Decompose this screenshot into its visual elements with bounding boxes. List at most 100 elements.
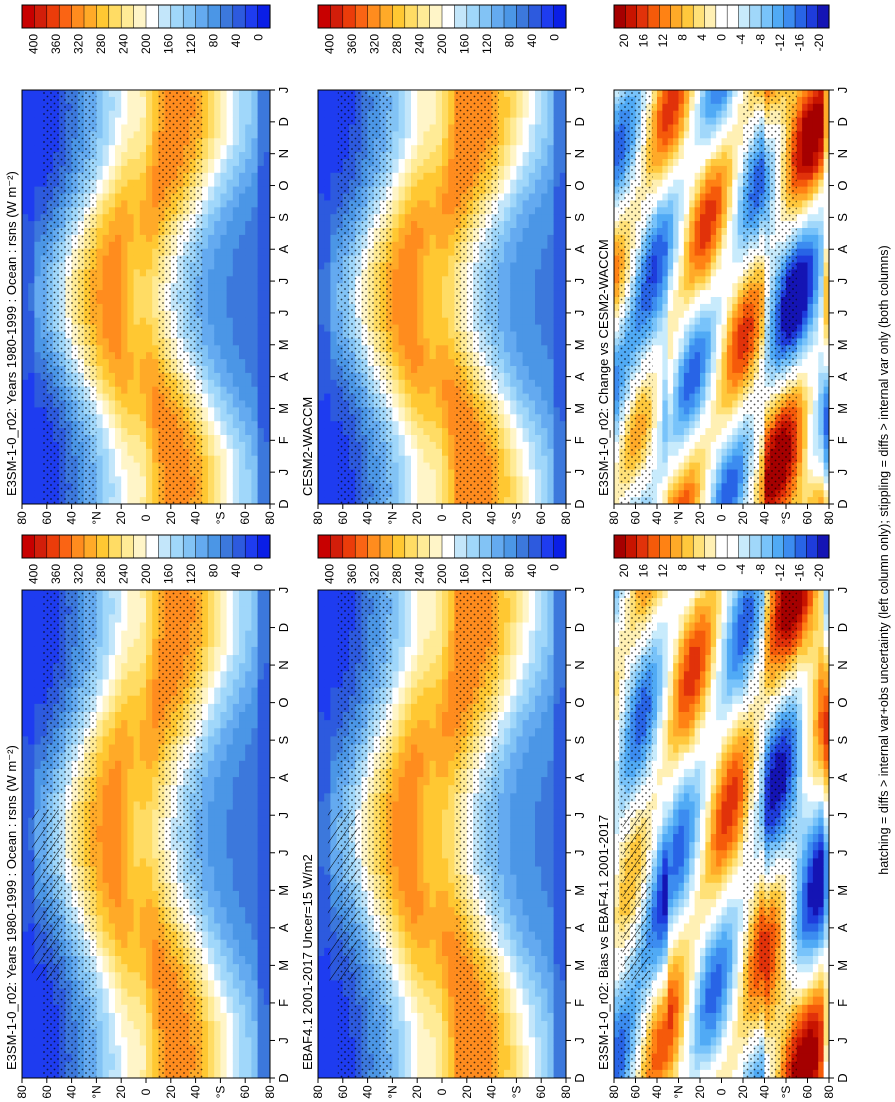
heatmap-cell [497,720,505,729]
heatmap-cell [257,890,265,900]
heatmap-cell [257,988,265,998]
heatmap-cell [245,972,252,981]
heatmap-cell [522,980,530,989]
colorbar-label: 320 [367,564,381,584]
heatmap-cell [442,622,449,632]
heatmap-cell [516,768,523,778]
heatmap-cell [398,1069,406,1079]
heatmap-cell [435,793,443,802]
heatmap-cell [146,923,153,932]
heatmap-cell [263,1061,271,1071]
heatmap-cell [411,598,418,607]
heatmap-cell [318,598,325,607]
heatmap-cell [324,614,331,623]
heatmap-cell [535,703,542,713]
heatmap-cell [411,842,418,851]
heatmap-cell [96,1045,103,1054]
heatmap-cell [139,923,147,932]
heatmap-cell [448,947,455,957]
heatmap-cell [220,785,227,794]
heatmap-cell [96,988,103,998]
heatmap-cell [318,736,325,745]
heatmap-cell [108,768,116,778]
heatmap-cell [22,988,29,998]
heatmap-cell [245,882,252,892]
month-label: J [572,850,587,857]
heatmap-cell [318,720,325,729]
heatmap-cell [226,752,234,762]
heatmap-cell [392,1012,399,1022]
heatmap-cell [28,1037,35,1046]
heatmap-cell [28,923,35,932]
heatmap-cell [398,964,406,973]
heatmap-cell [146,972,153,981]
heatmap-cell [96,972,103,981]
heatmap-cell [559,752,567,762]
heatmap-cell [220,695,227,705]
heatmap-cell [152,1021,159,1030]
heatmap-cell [448,988,455,998]
heatmap-cell [220,882,227,892]
heatmap-cell [133,947,141,957]
heatmap-cell [263,817,271,827]
heatmap-cell [497,630,505,640]
heatmap-cell [121,923,128,932]
heatmap-cell [220,817,227,827]
heatmap-cell [96,931,103,941]
heatmap-cell [522,785,530,794]
heatmap-cell [497,809,505,819]
heatmap-cell [201,663,209,672]
heatmap-cell [152,874,159,884]
heatmap-cell [146,1021,153,1030]
heatmap-cell [239,687,246,697]
heatmap-cell [263,752,271,762]
heatmap-cell [133,1045,141,1054]
heatmap-cell [208,793,215,802]
heatmap-cell [96,890,103,900]
heatmap-cell [133,972,141,981]
heatmap-cell [324,850,331,859]
heatmap-cell [201,695,209,705]
heatmap-cell [404,947,412,957]
colorbar-swatch [354,534,369,559]
heatmap-cell [208,646,215,656]
heatmap-cell [528,850,536,859]
heatmap-cell [324,630,331,640]
heatmap-cell [541,1053,548,1063]
heatmap-cell [96,1061,103,1071]
heatmap-cell [528,614,536,623]
heatmap-cell [553,606,561,615]
heatmap-cell [22,980,29,989]
heatmap-cell [510,768,517,778]
heatmap-cell [522,842,530,851]
heatmap-cell [22,947,29,957]
heatmap-cell [28,630,35,640]
heatmap-cell [127,858,134,867]
heatmap-cell [398,1037,406,1046]
heatmap-cell [417,671,424,680]
heatmap-cell [528,1021,536,1030]
heatmap-cell [146,663,153,672]
heatmap-cell [245,980,252,989]
heatmap-cell [96,834,103,843]
heatmap-cell [239,842,246,851]
heatmap-cell [22,899,29,908]
heatmap-cell [127,980,134,989]
heatmap-cell [139,882,147,892]
heatmap-cell [392,728,399,737]
heatmap-cell [547,760,554,770]
heatmap-cell [423,809,430,819]
heatmap-cell [516,1021,523,1030]
heatmap-cell [146,996,153,1006]
heatmap-cell [263,899,271,908]
heatmap-cell [510,1012,517,1022]
heatmap-cell [504,1004,511,1014]
heatmap-cell [528,834,536,843]
heatmap-cell [201,720,209,729]
heatmap-cell [411,1012,418,1022]
heatmap-cell [214,687,221,697]
heatmap-cell [108,988,116,998]
heatmap-cell [108,939,116,949]
heatmap-cell [257,964,265,973]
heatmap-cell [553,939,561,949]
